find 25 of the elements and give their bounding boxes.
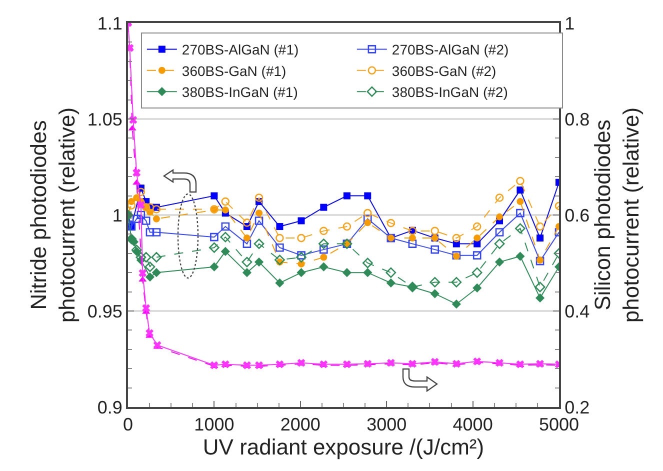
x-tick-label: 1000 [194,414,234,435]
y2-tick-label: 0.6 [564,205,590,226]
legend-label: 380BS-InGaN (#2) [392,84,508,100]
y2-axis-title: Silicon photodiodes photocurrent (relative) [590,107,644,323]
legend-label: 360BS-GaN (#1) [182,62,286,79]
legend-label: 360BS-GaN (#2) [392,62,496,79]
y2-tick-label: 0.8 [564,109,590,130]
legend-label: 270BS-AlGaN (#2) [392,42,509,58]
y-tick-label: 1.1 [97,13,122,34]
x-tick-label: 5000 [538,414,580,435]
x-tick-label: 2000 [280,414,320,435]
y2-tick-label: 0.2 [564,397,590,418]
y-tick-label: 1.05 [87,109,122,130]
y-tick-label: 1 [112,205,122,226]
x-axis-title: UV radiant exposure /(J/cm²) [202,434,484,460]
y2-tick-label: 1 [564,13,575,34]
y-tick-label: 0.95 [87,301,122,322]
y2-tick-label: 0.4 [564,301,590,322]
y-axis-title: Nitride photodiodes photocurrent (relative) [26,107,80,323]
x-tick-label: 0 [122,414,134,435]
legend-label: 380BS-InGaN (#1) [182,84,298,100]
legend-label: 270BS-AlGaN (#1) [182,42,299,58]
x-tick-label: 3000 [366,414,407,435]
y-tick-label: 0.9 [97,397,122,418]
x-tick-label: 4000 [452,414,493,435]
